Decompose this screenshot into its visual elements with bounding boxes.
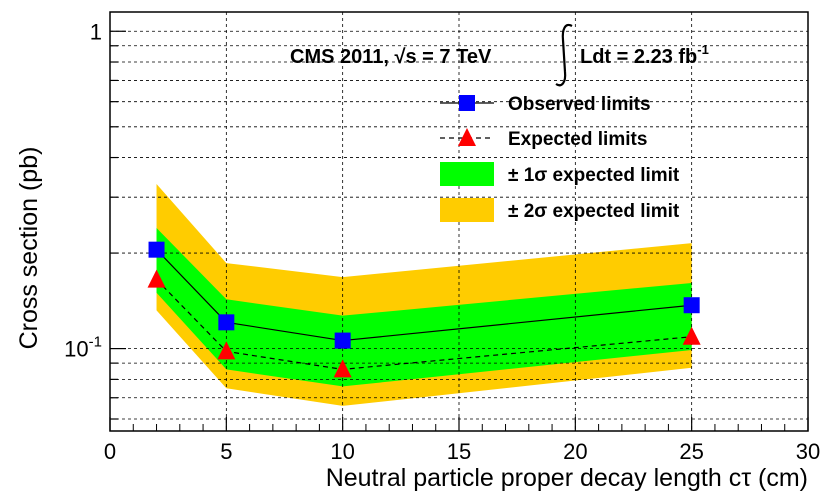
band-1sigma bbox=[156, 227, 692, 387]
observed-line bbox=[156, 249, 692, 342]
x-tick-label: 5 bbox=[220, 439, 232, 464]
y-tick-label: 10-1 bbox=[64, 334, 102, 362]
header-experiment: CMS 2011, bbox=[290, 46, 395, 68]
legend-1sigma-swatch bbox=[440, 162, 494, 186]
x-tick-label: 10 bbox=[330, 439, 354, 464]
integral-sign-icon bbox=[555, 23, 573, 87]
bands-layer bbox=[156, 184, 692, 406]
markers-layer bbox=[147, 241, 701, 378]
y-axis-title: Cross section (pb) bbox=[15, 147, 43, 350]
legend-observed-marker bbox=[459, 95, 475, 111]
ticks-layer bbox=[109, 30, 809, 431]
legend-label-1sigma: ± 1σ expected limit bbox=[508, 165, 680, 186]
x-tick-label: 15 bbox=[447, 439, 471, 464]
legend-2sigma-swatch bbox=[440, 198, 494, 222]
legend: Observed limits Expected limits ± 1σ exp… bbox=[440, 94, 680, 222]
observed-marker bbox=[334, 332, 351, 349]
sqrt-symbol: √ bbox=[395, 46, 407, 68]
lines-layer bbox=[156, 249, 692, 370]
x-tick-label: 0 bbox=[104, 439, 116, 464]
x-tick-label: 20 bbox=[563, 439, 587, 464]
header-lumi: Ldt = 2.23 fb bbox=[580, 46, 697, 68]
x-tick-label: 30 bbox=[796, 439, 820, 464]
header-sqrt-s: s = 7 TeV bbox=[406, 46, 492, 68]
observed-marker bbox=[218, 314, 235, 331]
legend-expected-marker bbox=[458, 128, 476, 146]
labels-layer: 0 5 10 15 20 25 30 1 10-1 bbox=[64, 19, 820, 464]
legend-label-observed: Observed limits bbox=[508, 94, 651, 115]
header-annotation: CMS 2011, √s = 7 TeV Ldt = 2.23 fb-1 bbox=[290, 23, 709, 87]
legend-label-expected: Expected limits bbox=[508, 129, 647, 150]
legend-label-2sigma: ± 2σ expected limit bbox=[508, 201, 680, 222]
observed-marker bbox=[148, 241, 165, 258]
header-lumi-exp: -1 bbox=[697, 42, 709, 57]
svg-text:Ldt = 2.23 fb-1: Ldt = 2.23 fb-1 bbox=[580, 42, 709, 68]
x-tick-label: 25 bbox=[679, 439, 703, 464]
expected-marker bbox=[333, 359, 352, 378]
observed-marker bbox=[683, 297, 700, 314]
expected-marker bbox=[217, 341, 236, 360]
y-tick-label: 1 bbox=[90, 19, 102, 44]
expected-marker bbox=[682, 326, 701, 345]
x-axis-title: Neutral particle proper decay length cτ … bbox=[326, 464, 808, 492]
expected-marker bbox=[147, 269, 166, 288]
svg-text:CMS 2011, √s = 7 TeV: CMS 2011, √s = 7 TeV bbox=[290, 46, 492, 68]
